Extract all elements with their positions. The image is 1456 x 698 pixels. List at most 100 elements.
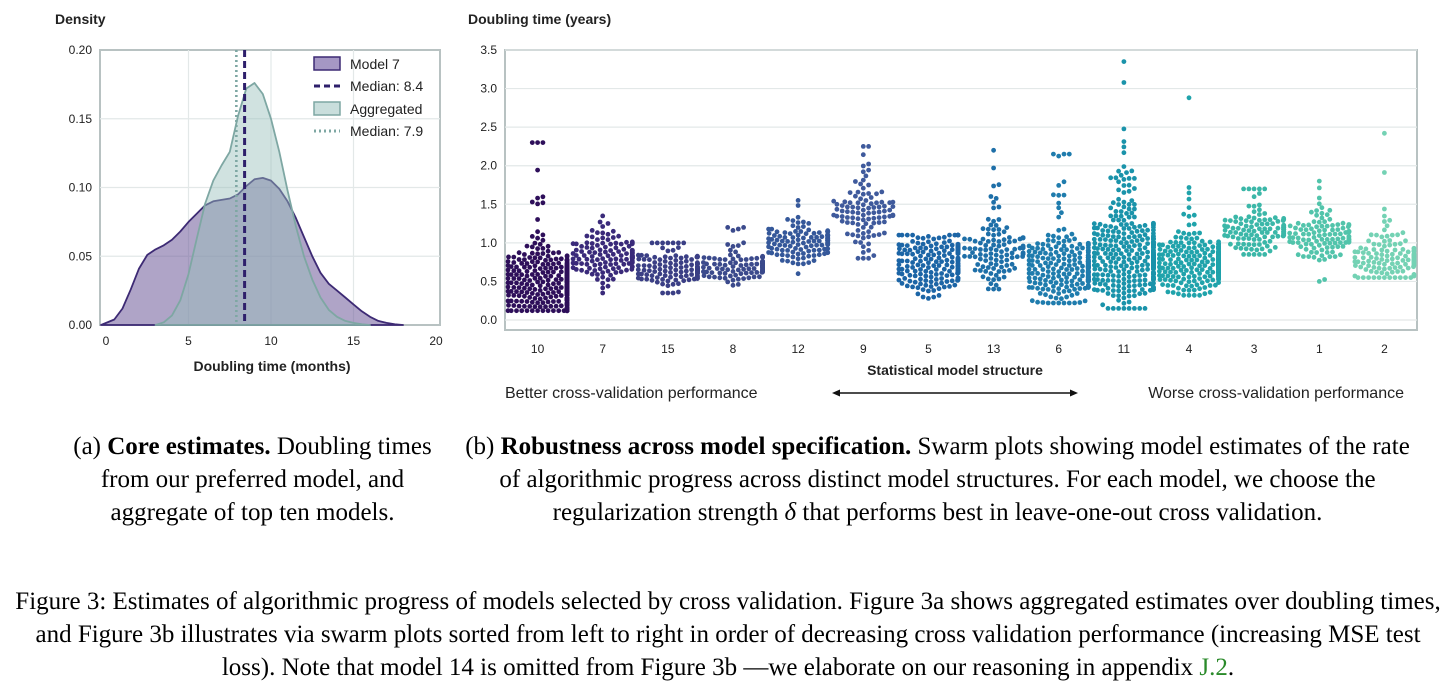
swarm-point [519, 272, 525, 278]
swarm-point [1165, 244, 1171, 250]
swarm-point [1157, 252, 1162, 257]
swarm-point [1091, 250, 1097, 256]
swarm-point [1352, 249, 1358, 255]
swarm-point [928, 270, 934, 275]
swarm-point [1186, 274, 1192, 280]
swarm-point [749, 261, 754, 267]
swarm-point [939, 271, 944, 276]
swarm-point [991, 237, 996, 243]
swarm-point [1243, 223, 1249, 229]
swarm-point [1191, 273, 1197, 279]
swarm-point [1186, 287, 1192, 293]
swarm-point [1020, 243, 1026, 249]
swarm-point [516, 276, 522, 281]
swarm-point [1121, 276, 1127, 282]
swarm-point [910, 232, 915, 238]
swarm-point [1126, 306, 1132, 311]
swarm-point [1134, 238, 1140, 244]
swarm-point [1110, 278, 1116, 283]
swarm-point [874, 200, 879, 206]
swarm-point [1157, 273, 1162, 278]
swarm-point [1069, 278, 1075, 284]
swarm-point [1045, 256, 1051, 261]
swarm-point [834, 201, 840, 207]
swarm-point [774, 246, 780, 252]
swarm-point [511, 254, 517, 260]
legend-label-median-aggregated: Median: 7.9 [350, 123, 423, 139]
swarm-point [545, 282, 551, 288]
swarm-point [902, 276, 908, 281]
swarm-point [1387, 242, 1393, 248]
swarm-point [962, 236, 967, 242]
swarm-point [1077, 300, 1083, 305]
swarm-point [524, 273, 530, 279]
swarm-point [795, 232, 801, 238]
swarm-point [936, 250, 942, 256]
swarm-point [904, 251, 910, 257]
swarm-point [1091, 287, 1097, 292]
swarm-point [1056, 227, 1062, 233]
swarm-point [991, 286, 996, 292]
swarm-point [1287, 230, 1293, 236]
swarm-point [923, 268, 929, 274]
swarm-point [1324, 212, 1330, 218]
swarm-point [652, 254, 658, 260]
swarm-point [1191, 230, 1197, 236]
swarm-point [1382, 170, 1387, 175]
appendix-link[interactable]: J.2 [1199, 654, 1228, 681]
swarm-point [912, 279, 918, 285]
swarm-point [1045, 300, 1051, 306]
swarm-point [1287, 235, 1293, 240]
swarm-point [1168, 277, 1173, 283]
swarm-point [1110, 288, 1116, 293]
swarm-point [570, 251, 576, 256]
swarm-point [860, 225, 866, 230]
swarm-point [678, 274, 684, 280]
swarm-point [1384, 258, 1390, 263]
swarm-point [532, 255, 538, 261]
swarm-point [1157, 260, 1162, 266]
swarm-point [1007, 239, 1012, 245]
panel-b-xtick-8: 8 [730, 342, 737, 356]
swarm-point [1360, 255, 1366, 261]
swarm-point [535, 140, 540, 146]
swarm-point [1040, 246, 1046, 252]
swarm-point [714, 266, 720, 271]
swarm-point [636, 256, 642, 262]
swarm-point [505, 276, 511, 281]
swarm-point [1199, 238, 1205, 244]
swarm-point [603, 264, 608, 270]
swarm-point [1124, 211, 1129, 216]
swarm-point [795, 237, 801, 243]
swarm-point [1066, 271, 1072, 277]
swarm-point [1048, 260, 1054, 266]
swarm-point [1338, 252, 1343, 258]
swarm-point [584, 269, 590, 275]
swarm-point [595, 243, 600, 248]
swarm-point [505, 288, 511, 294]
swarm-point [988, 256, 994, 261]
swarm-point [1126, 234, 1132, 240]
swarm-point [1327, 207, 1333, 213]
panel-b-ylabel: Doubling time (years) [468, 11, 611, 27]
swarm-point [1184, 268, 1189, 273]
swarm-point [952, 282, 958, 288]
caption-b-title: Robustness across model specification. [500, 433, 912, 460]
swarm-point [944, 244, 950, 250]
swarm-point [1178, 267, 1184, 273]
swarm-point [728, 273, 733, 279]
swarm-point [1108, 238, 1114, 244]
swarm-point [662, 254, 668, 260]
swarm-point [795, 271, 801, 277]
swarm-point [584, 240, 590, 246]
swarm-point [897, 246, 902, 252]
swarm-point [1397, 275, 1403, 280]
swarm-point [1262, 240, 1268, 245]
swarm-point [581, 253, 587, 258]
swarm-point [1126, 252, 1132, 257]
swarm-point [540, 246, 546, 251]
swarm-point [1363, 267, 1369, 272]
swarm-point [785, 248, 790, 253]
swarm-point [1026, 243, 1032, 249]
swarm-point [1346, 228, 1352, 234]
